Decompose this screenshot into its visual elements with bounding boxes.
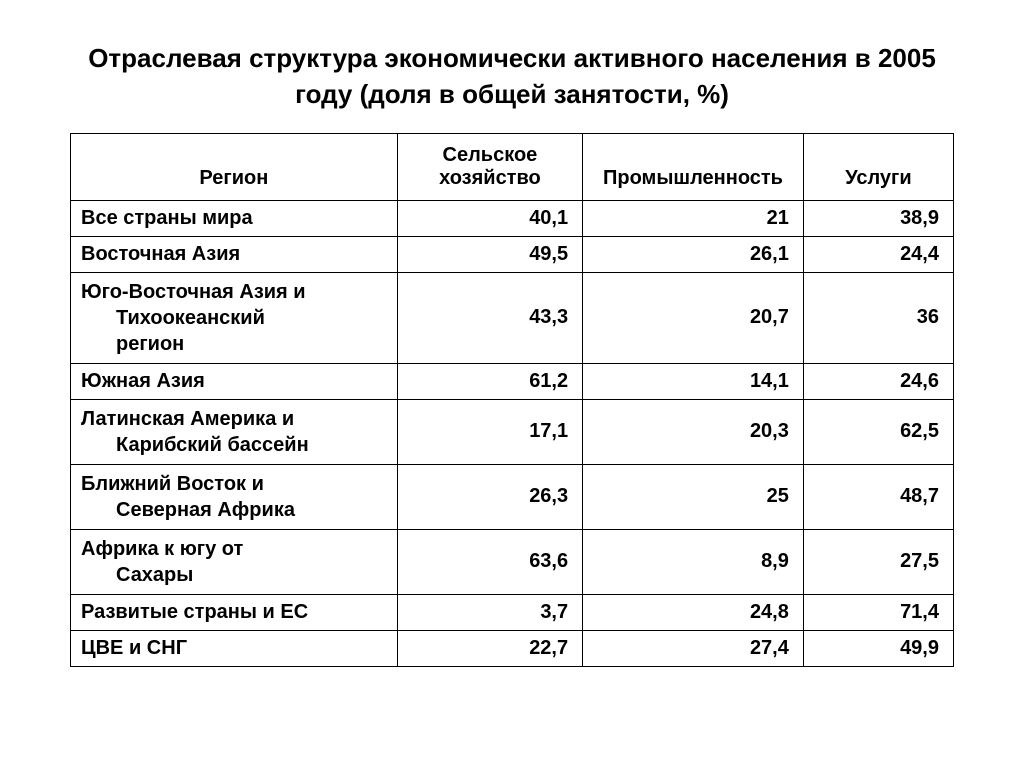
table-row: Восточная Азия49,526,124,4 [71, 236, 954, 272]
cell-region: Латинская Америка иКарибский бассейн [71, 399, 398, 464]
table-header-row: Регион Сельское хозяйство Промышленность… [71, 133, 954, 200]
cell-region: Все страны мира [71, 200, 398, 236]
cell-services: 48,7 [803, 464, 953, 529]
region-line: Африка к югу от [81, 538, 243, 560]
region-line: Латинская Америка и [81, 408, 294, 430]
table-row: Латинская Америка иКарибский бассейн17,1… [71, 399, 954, 464]
cell-industry: 27,4 [583, 630, 804, 666]
table-row: Южная Азия61,214,124,6 [71, 363, 954, 399]
cell-services: 36 [803, 272, 953, 363]
cell-region: Африка к югу отСахары [71, 529, 398, 594]
cell-services: 24,4 [803, 236, 953, 272]
cell-industry: 24,8 [583, 594, 804, 630]
cell-region: Юго-Восточная Азия иТихоокеанскийрегион [71, 272, 398, 363]
cell-industry: 21 [583, 200, 804, 236]
region-line: Карибский бассейн [81, 432, 385, 458]
cell-region: Развитые страны и ЕС [71, 594, 398, 630]
cell-agriculture: 26,3 [397, 464, 582, 529]
cell-industry: 25 [583, 464, 804, 529]
cell-services: 38,9 [803, 200, 953, 236]
table-row: Все страны мира40,12138,9 [71, 200, 954, 236]
cell-agriculture: 40,1 [397, 200, 582, 236]
cell-region: Ближний Восток иСеверная Африка [71, 464, 398, 529]
table-row: Развитые страны и ЕС3,724,871,4 [71, 594, 954, 630]
region-line: Юго-Восточная Азия и [81, 281, 306, 303]
cell-industry: 14,1 [583, 363, 804, 399]
cell-industry: 8,9 [583, 529, 804, 594]
cell-services: 49,9 [803, 630, 953, 666]
cell-industry: 26,1 [583, 236, 804, 272]
employment-structure-table: Регион Сельское хозяйство Промышленность… [70, 133, 954, 667]
region-line: регион [81, 331, 385, 357]
cell-region: Восточная Азия [71, 236, 398, 272]
cell-agriculture: 61,2 [397, 363, 582, 399]
header-agriculture: Сельское хозяйство [397, 133, 582, 200]
table-body: Все страны мира40,12138,9Восточная Азия4… [71, 200, 954, 666]
cell-services: 62,5 [803, 399, 953, 464]
header-industry: Промышленность [583, 133, 804, 200]
table-row: ЦВЕ и СНГ22,727,449,9 [71, 630, 954, 666]
cell-agriculture: 3,7 [397, 594, 582, 630]
header-region: Регион [71, 133, 398, 200]
region-line: Сахары [81, 562, 385, 588]
region-line: Северная Африка [81, 497, 385, 523]
cell-services: 24,6 [803, 363, 953, 399]
region-line: Ближний Восток и [81, 473, 264, 495]
cell-services: 71,4 [803, 594, 953, 630]
table-row: Юго-Восточная Азия иТихоокеанскийрегион4… [71, 272, 954, 363]
cell-region: ЦВЕ и СНГ [71, 630, 398, 666]
page-title: Отраслевая структура экономически активн… [70, 40, 954, 113]
cell-industry: 20,7 [583, 272, 804, 363]
table-row: Африка к югу отСахары63,68,927,5 [71, 529, 954, 594]
region-line: Тихоокеанский [81, 305, 385, 331]
cell-industry: 20,3 [583, 399, 804, 464]
table-row: Ближний Восток иСеверная Африка26,32548,… [71, 464, 954, 529]
cell-agriculture: 22,7 [397, 630, 582, 666]
cell-services: 27,5 [803, 529, 953, 594]
cell-region: Южная Азия [71, 363, 398, 399]
cell-agriculture: 63,6 [397, 529, 582, 594]
cell-agriculture: 17,1 [397, 399, 582, 464]
cell-agriculture: 43,3 [397, 272, 582, 363]
header-services: Услуги [803, 133, 953, 200]
cell-agriculture: 49,5 [397, 236, 582, 272]
